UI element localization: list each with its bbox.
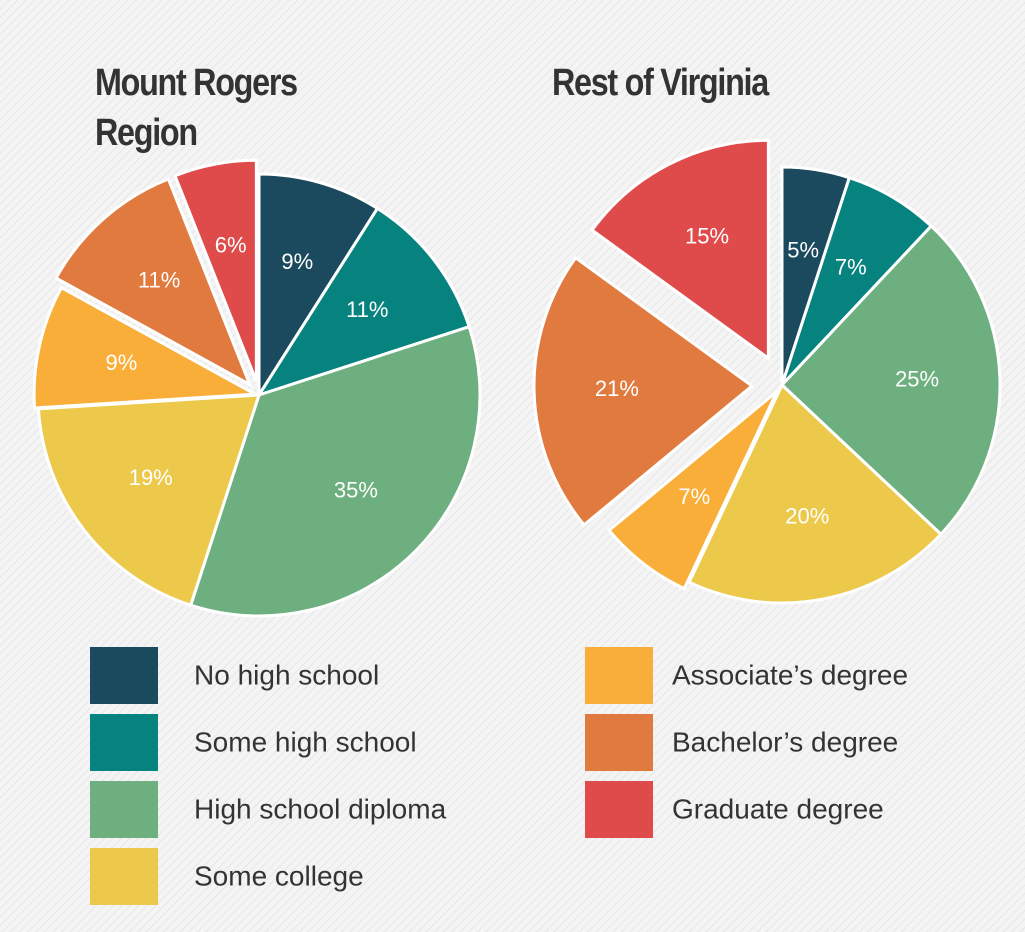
chart-title: Rest of Virginia <box>552 62 769 104</box>
legend-label: No high school <box>194 659 379 690</box>
value-label: 9% <box>281 249 313 274</box>
value-label: 9% <box>105 350 137 375</box>
value-label: 15% <box>685 224 729 249</box>
legend-label: Bachelor’s degree <box>672 726 898 757</box>
legend-swatch <box>90 647 158 704</box>
legend-swatch <box>90 714 158 771</box>
value-label: 35% <box>334 478 378 503</box>
value-label: 20% <box>785 504 829 529</box>
value-label: 19% <box>129 465 173 490</box>
pie-slice <box>36 393 262 608</box>
value-label: 11% <box>138 268 180 293</box>
legend-label: High school diploma <box>194 793 447 824</box>
value-label: 11% <box>346 297 388 322</box>
legend-swatch <box>90 781 158 838</box>
pie-slice <box>589 138 770 362</box>
legend-swatch <box>585 647 653 704</box>
pie-slice <box>188 324 482 618</box>
legend-swatch <box>585 781 653 838</box>
pie-slice <box>32 285 261 410</box>
value-label: 6% <box>215 232 247 257</box>
legend-label: Some college <box>194 860 364 891</box>
legend-swatch <box>585 714 653 771</box>
pie-slice <box>607 390 779 591</box>
pie-slice <box>54 177 253 388</box>
pie-slice <box>257 172 380 401</box>
value-label: 7% <box>835 254 867 279</box>
legend-label: Associate’s degree <box>672 659 908 690</box>
legend-label: Some high school <box>194 726 417 757</box>
value-label: 21% <box>595 376 639 401</box>
pie-slice <box>255 206 472 398</box>
pie-slice <box>779 223 1002 537</box>
value-label: 7% <box>678 484 710 509</box>
chart-title: Mount Rogers Region <box>95 62 298 154</box>
pie-slice <box>532 255 755 528</box>
legend-label: Graduate degree <box>672 793 884 824</box>
value-label: 25% <box>895 367 939 392</box>
value-label: 5% <box>787 237 819 262</box>
pie-slice <box>173 158 258 382</box>
pie-slice <box>687 382 944 605</box>
legend-swatch <box>90 848 158 905</box>
